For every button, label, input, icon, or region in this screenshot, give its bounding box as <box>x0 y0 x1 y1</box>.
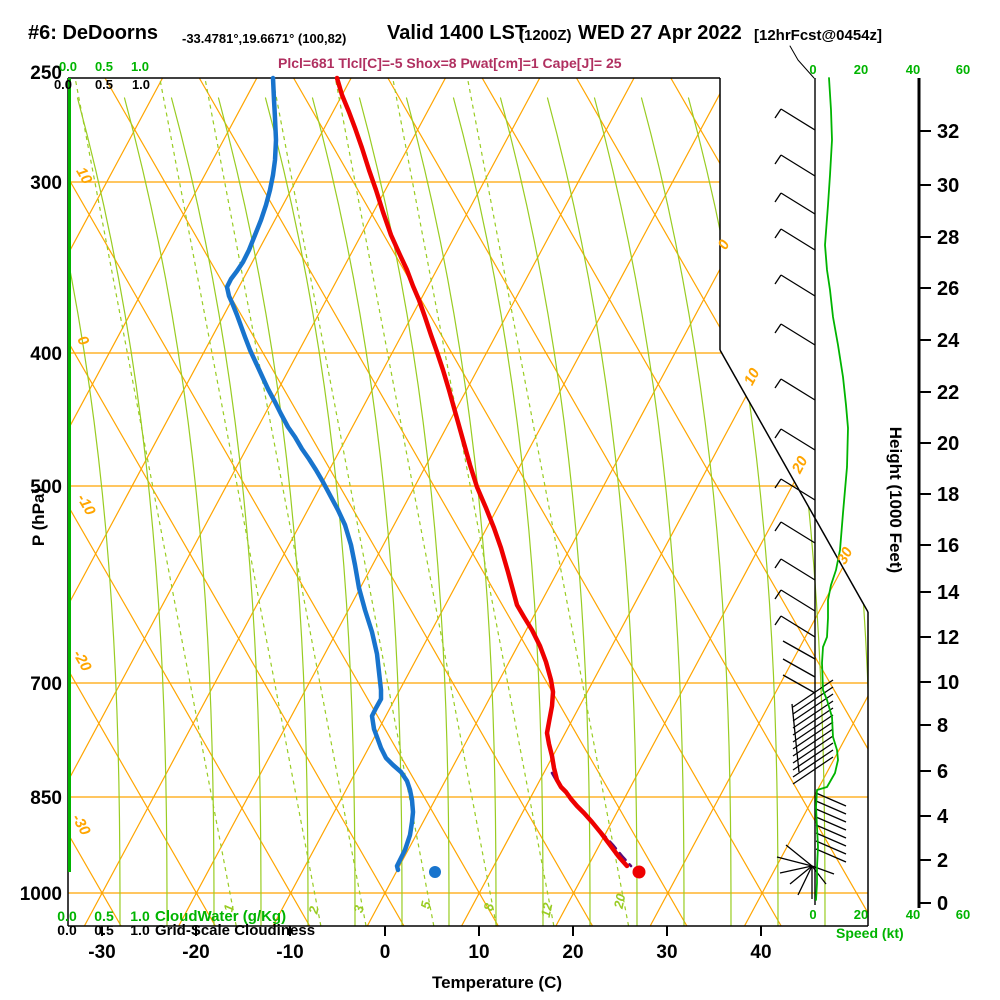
dewpoint-curve <box>224 75 416 873</box>
svg-text:20: 20 <box>611 892 629 911</box>
surface-temp-dot <box>632 865 646 879</box>
forecast-tag: [12hrFcst@0454z] <box>754 27 883 44</box>
svg-text:500: 500 <box>30 477 62 498</box>
surface-dots <box>429 865 646 879</box>
svg-text:10: 10 <box>937 672 959 694</box>
svg-text:2: 2 <box>305 904 322 916</box>
svg-text:24: 24 <box>937 330 960 352</box>
wind-barbs <box>774 78 847 905</box>
svg-text:1: 1 <box>221 903 237 913</box>
svg-text:0: 0 <box>380 942 391 963</box>
svg-text:40: 40 <box>906 907 920 922</box>
svg-text:0.5: 0.5 <box>94 922 114 938</box>
svg-text:30: 30 <box>656 942 677 963</box>
wind-speed-profile <box>815 77 849 901</box>
svg-text:8: 8 <box>481 901 497 912</box>
svg-text:30: 30 <box>834 544 857 567</box>
surface-dewpoint-dot <box>429 866 441 878</box>
svg-text:0.0: 0.0 <box>57 908 77 924</box>
svg-text:0.5: 0.5 <box>95 77 113 92</box>
cloud-scales: 0.0 0.5 1.0 0.0 0.5 1.0 0.0 0.5 1.0 0.0 0.5 1.0 Clou… <box>54 59 315 939</box>
svg-text:40: 40 <box>906 62 920 77</box>
speed-axis-title: Speed (kt) <box>836 925 904 941</box>
height-axis-title: Height (1000 Feet) <box>886 427 905 573</box>
svg-text:3: 3 <box>351 903 367 914</box>
svg-text:0: 0 <box>809 907 816 922</box>
callout-line <box>789 45 815 79</box>
svg-text:1.0: 1.0 <box>132 77 150 92</box>
svg-text:6: 6 <box>937 761 948 783</box>
svg-text:16: 16 <box>937 535 959 557</box>
svg-text:0: 0 <box>937 893 948 915</box>
svg-text:40: 40 <box>750 942 771 963</box>
svg-text:300: 300 <box>30 173 62 194</box>
svg-text:8: 8 <box>937 715 948 737</box>
svg-text:0: 0 <box>809 62 816 77</box>
svg-text:30: 30 <box>937 175 959 197</box>
grid-orange <box>68 78 868 926</box>
temperature-curve <box>334 75 630 869</box>
svg-text:22: 22 <box>937 382 959 404</box>
svg-text:12: 12 <box>538 901 556 919</box>
svg-text:10: 10 <box>741 365 764 388</box>
svg-text:400: 400 <box>30 344 62 365</box>
svg-text:10: 10 <box>72 164 95 188</box>
svg-text:5: 5 <box>418 899 434 910</box>
pressure-axis-title: P (hPa) <box>29 488 48 546</box>
svg-text:1000: 1000 <box>20 884 62 905</box>
svg-text:20: 20 <box>854 62 868 77</box>
station-title: #6: DeDoorns <box>28 22 159 44</box>
svg-text:-30: -30 <box>88 942 115 963</box>
svg-text:28: 28 <box>937 227 959 249</box>
station-coords: -33.4781°,19.6671° (100,82) <box>182 31 347 46</box>
svg-text:850: 850 <box>30 788 62 809</box>
svg-text:20: 20 <box>937 433 959 455</box>
svg-text:2: 2 <box>937 850 948 872</box>
svg-text:20: 20 <box>562 942 583 963</box>
svg-text:-20: -20 <box>182 942 209 963</box>
svg-text:700: 700 <box>30 674 62 695</box>
svg-text:-10: -10 <box>73 491 99 519</box>
svg-text:18: 18 <box>937 484 959 506</box>
svg-text:26: 26 <box>937 278 959 300</box>
temperature-axis-title: Temperature (C) <box>432 973 562 992</box>
svg-text:-30: -30 <box>68 811 94 839</box>
zulu-time: (1200Z) <box>519 27 572 44</box>
svg-text:1.0: 1.0 <box>131 59 149 74</box>
svg-text:20: 20 <box>788 453 812 477</box>
svg-text:60: 60 <box>956 62 970 77</box>
svg-text:12: 12 <box>937 627 959 649</box>
svg-text:10: 10 <box>468 942 489 963</box>
sounding-indices: Plcl=681 Tlcl[C]=-5 Shox=8 Pwat[cm]=1 Ca… <box>278 55 622 71</box>
svg-text:4: 4 <box>937 806 949 828</box>
valid-time: Valid 1400 LST <box>387 22 528 44</box>
svg-text:20: 20 <box>854 907 868 922</box>
svg-text:1.0: 1.0 <box>130 922 150 938</box>
svg-text:14: 14 <box>937 582 960 604</box>
svg-text:0.0: 0.0 <box>54 77 72 92</box>
svg-text:0.5: 0.5 <box>94 908 114 924</box>
svg-text:0.0: 0.0 <box>57 922 77 938</box>
svg-text:32: 32 <box>937 121 959 143</box>
svg-text:250: 250 <box>30 63 62 84</box>
svg-text:-10: -10 <box>276 942 303 963</box>
svg-text:0.5: 0.5 <box>95 59 113 74</box>
svg-text:0.0: 0.0 <box>59 59 77 74</box>
cloudiness-axis-title: Grid-Scale Cloudiness <box>155 922 315 939</box>
cloudwater-axis-title: CloudWater (g/Kg) <box>155 908 286 925</box>
svg-text:1.0: 1.0 <box>130 908 150 924</box>
svg-text:-20: -20 <box>69 647 95 675</box>
valid-date: WED 27 Apr 2022 <box>578 22 742 44</box>
svg-text:60: 60 <box>956 907 970 922</box>
grid-moist-mixing <box>68 78 868 926</box>
svg-text:0: 0 <box>715 237 734 253</box>
